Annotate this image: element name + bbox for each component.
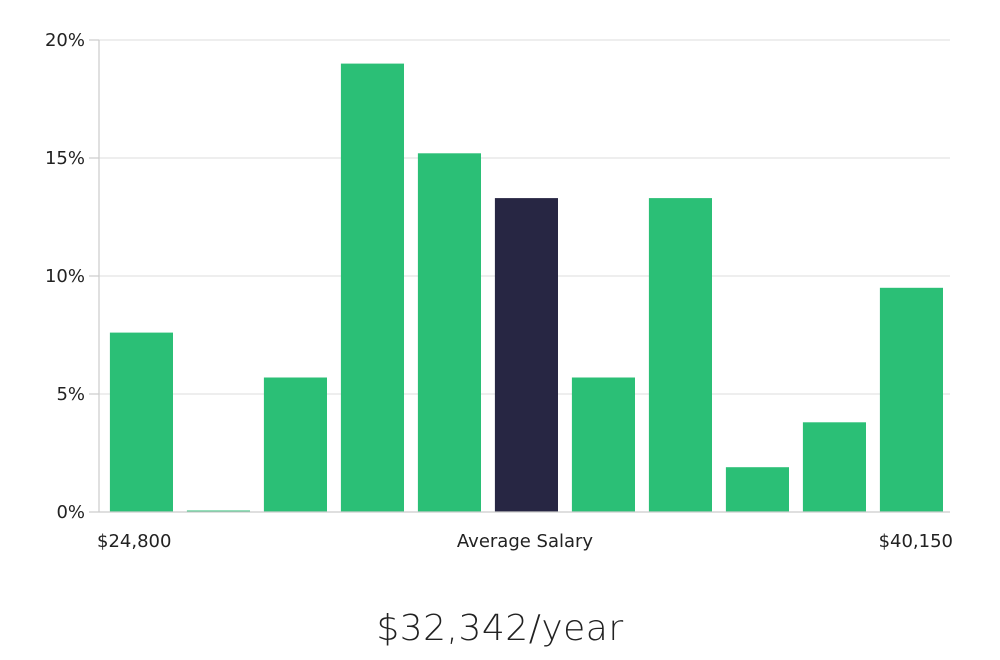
bar [340,63,404,512]
bar [648,198,712,512]
bar [186,510,250,512]
axes [89,39,950,513]
y-tick-label: 0% [56,502,85,523]
salary-histogram: 0% 5% 10% 15% 20% $24,800 Average Salary $40… [45,30,953,552]
bar [263,377,327,512]
y-tick-labels: 0% 5% 10% 15% 20% [45,30,85,523]
x-label-min: $24,800 [97,531,171,552]
average-salary-value: $32,342/year [376,608,624,649]
y-tick-label: 20% [45,30,85,51]
bar-average [494,198,558,512]
y-tick-label: 10% [45,266,85,287]
y-tick-label: 15% [45,148,85,169]
bars [109,63,943,513]
bar [802,422,866,512]
x-label-max: $40,150 [879,531,953,552]
bar [571,377,635,512]
x-label-average: Average Salary [457,531,594,552]
bar [879,287,943,512]
bar [417,153,481,513]
y-tick-label: 5% [56,384,85,405]
bar [725,467,789,512]
bar [109,332,173,512]
